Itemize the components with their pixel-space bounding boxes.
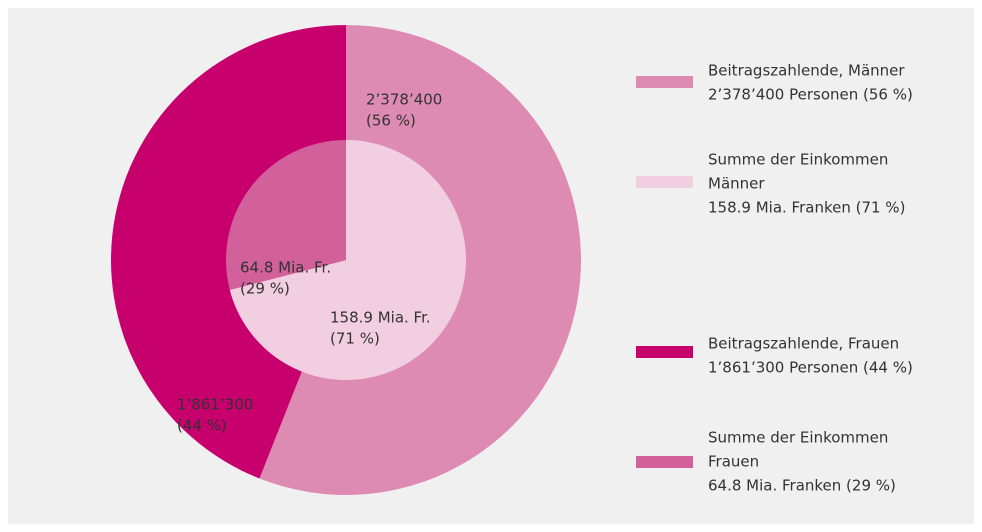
legend-swatch [636,456,693,468]
slice [226,140,346,290]
data-label: (56 %) [366,112,416,130]
legend-detail: 158.9 Mia. Franken (71 %) [708,199,905,217]
legend-label: Summe der Einkommen [708,429,888,447]
legend-label: Beitragszahlende, Frauen [708,335,899,353]
data-label: 158.9 Mia. Fr. [330,309,431,327]
data-label: (44 %) [177,417,227,435]
legend-detail: 64.8 Mia. Franken (29 %) [708,477,896,495]
legend-swatch [636,346,693,358]
legend-label: Summe der Einkommen [708,151,888,169]
legend-detail: 2’378’400 Personen (56 %) [708,86,913,104]
legend-swatch [636,76,693,88]
legend-label: Männer [708,175,765,193]
legend-label: Beitragszahlende, Männer [708,62,905,80]
legend-detail: 1’861’300 Personen (44 %) [708,359,913,377]
data-label: 2’378’400 [366,91,442,109]
data-label: 64.8 Mia. Fr. [240,259,331,277]
legend-label: Frauen [708,453,759,471]
legend-swatch [636,176,693,188]
slice [229,140,467,380]
data-label: (29 %) [240,280,290,298]
data-label: 1’861’300 [177,396,253,414]
data-label: (71 %) [330,330,380,348]
